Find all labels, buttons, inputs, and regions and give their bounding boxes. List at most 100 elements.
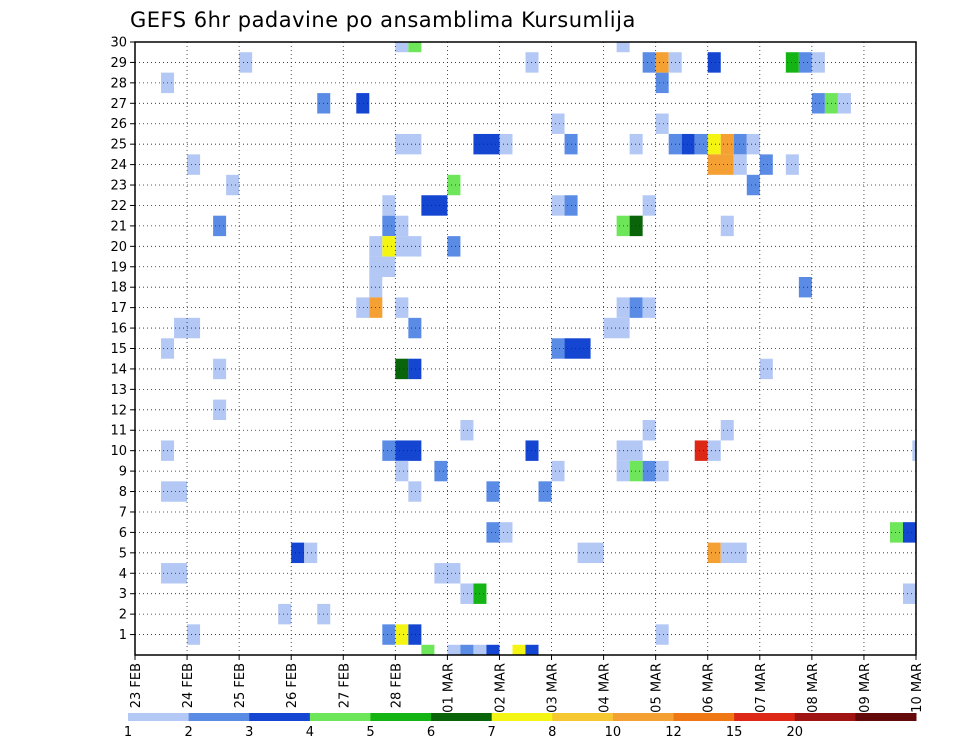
- heatmap-cell: [395, 215, 409, 237]
- plot-frame: [134, 41, 917, 656]
- y-tick-label: 10: [110, 444, 127, 459]
- heatmap-cell: [525, 440, 539, 461]
- heatmap-cell: [798, 52, 812, 73]
- y-axis: 1234567891011121314151617181920212223242…: [110, 36, 135, 643]
- colorbar-segment: [188, 713, 250, 721]
- chart-title: GEFS 6hr padavine po ansamblima Kursumli…: [130, 8, 636, 32]
- heatmap-cell: [902, 522, 916, 543]
- heatmap-cell: [395, 358, 409, 380]
- y-tick-label: 9: [119, 465, 127, 480]
- colorbar-label: 3: [245, 725, 253, 740]
- heatmap-cells: [161, 42, 916, 655]
- x-tick-label: 28 FEB: [389, 663, 404, 708]
- heatmap-cell: [551, 460, 565, 482]
- heatmap-cell: [655, 72, 669, 94]
- y-tick-label: 8: [119, 485, 127, 500]
- colorbar-label: 10: [605, 725, 622, 740]
- heatmap-cell: [395, 440, 422, 461]
- heatmap-cell: [655, 52, 669, 73]
- heatmap-cell: [629, 460, 643, 482]
- heatmap-cell: [161, 481, 188, 502]
- heatmap-cell: [473, 644, 487, 655]
- colorbar-label: 7: [488, 725, 496, 740]
- heatmap-cell: [187, 624, 201, 645]
- heatmap-cell: [551, 113, 565, 134]
- heatmap-cell: [642, 52, 656, 73]
- heatmap-cell: [447, 174, 461, 196]
- heatmap-cell: [460, 644, 474, 655]
- heatmap-cell: [382, 440, 396, 461]
- y-tick-label: 25: [110, 138, 127, 153]
- y-tick-label: 16: [110, 322, 127, 337]
- x-tick-label: 24 FEB: [181, 663, 196, 708]
- y-tick-label: 4: [119, 567, 127, 582]
- heatmap-cell: [616, 440, 643, 461]
- y-tick-label: 23: [110, 179, 127, 194]
- heatmap-cell: [798, 276, 812, 298]
- chart-grid: [135, 41, 916, 655]
- heatmap-cell: [912, 440, 916, 461]
- colorbar-label: 15: [726, 725, 743, 740]
- colorbar-segment: [491, 713, 553, 721]
- colorbar-segment: [855, 713, 917, 721]
- heatmap-cell: [707, 542, 721, 564]
- heatmap-cell: [395, 133, 422, 155]
- heatmap-cell: [408, 624, 422, 645]
- y-tick-label: 22: [110, 199, 127, 214]
- colorbar-label: 6: [427, 725, 435, 740]
- y-tick-label: 20: [110, 240, 127, 255]
- heatmap-cell: [239, 52, 253, 73]
- heatmap-cell: [382, 195, 396, 216]
- x-tick-label: 25 FEB: [233, 663, 248, 708]
- y-tick-label: 7: [119, 505, 127, 520]
- colorbar-label: 2: [184, 725, 192, 740]
- x-tick-label: 26 FEB: [285, 663, 300, 708]
- heatmap-cell: [486, 644, 500, 655]
- heatmap-cell: [564, 338, 591, 359]
- heatmap-cell: [447, 644, 461, 655]
- heatmap-cell: [473, 133, 500, 155]
- y-tick-label: 2: [119, 608, 127, 623]
- heatmap-cell: [811, 93, 825, 114]
- heatmap-cell: [603, 317, 630, 339]
- heatmap-cell: [551, 338, 565, 359]
- heatmap-cell: [460, 420, 474, 441]
- y-tick-label: 26: [110, 117, 127, 132]
- colorbar-segment: [309, 713, 371, 721]
- heatmap-cell: [525, 52, 539, 73]
- heatmap-cell: [889, 522, 903, 543]
- heatmap-cell: [902, 583, 916, 604]
- x-tick-label: 09 MAR: [858, 663, 873, 713]
- y-tick-label: 11: [110, 424, 127, 439]
- y-tick-label: 1: [119, 628, 127, 643]
- heatmap-cell: [746, 174, 760, 196]
- colorbar-label: 8: [548, 725, 556, 740]
- heatmap-cell: [577, 542, 604, 564]
- heatmap-cell: [395, 460, 409, 482]
- heatmap-cell: [642, 195, 656, 216]
- y-tick-label: 3: [119, 587, 127, 602]
- heatmap-cell: [382, 215, 396, 237]
- heatmap-cell: [460, 583, 474, 604]
- colorbar: 1 2 3 4 5 6 7 8 10 12 15 20: [124, 713, 917, 740]
- heatmap-cell: [382, 236, 396, 257]
- heatmap-cell: [655, 113, 669, 134]
- y-tick-label: 18: [110, 281, 127, 296]
- x-tick-label: 27 FEB: [337, 663, 352, 708]
- heatmap-cell: [161, 563, 188, 584]
- heatmap-cell: [720, 542, 747, 564]
- heatmap-cell: [707, 52, 721, 73]
- heatmap-cell: [369, 256, 396, 277]
- x-tick-label: 01 MAR: [441, 663, 456, 713]
- x-tick-label: 02 MAR: [493, 663, 508, 713]
- y-tick-label: 14: [110, 362, 127, 377]
- heatmap-cell: [629, 133, 643, 155]
- heatmap-cell: [434, 460, 448, 482]
- heatmap-cell: [538, 481, 552, 502]
- x-tick-label: 10 MAR: [910, 663, 925, 713]
- heatmap-cell: [694, 440, 708, 461]
- heatmap-cell: [382, 624, 396, 645]
- heatmap-cell: [304, 542, 318, 564]
- heatmap-cell: [278, 603, 292, 625]
